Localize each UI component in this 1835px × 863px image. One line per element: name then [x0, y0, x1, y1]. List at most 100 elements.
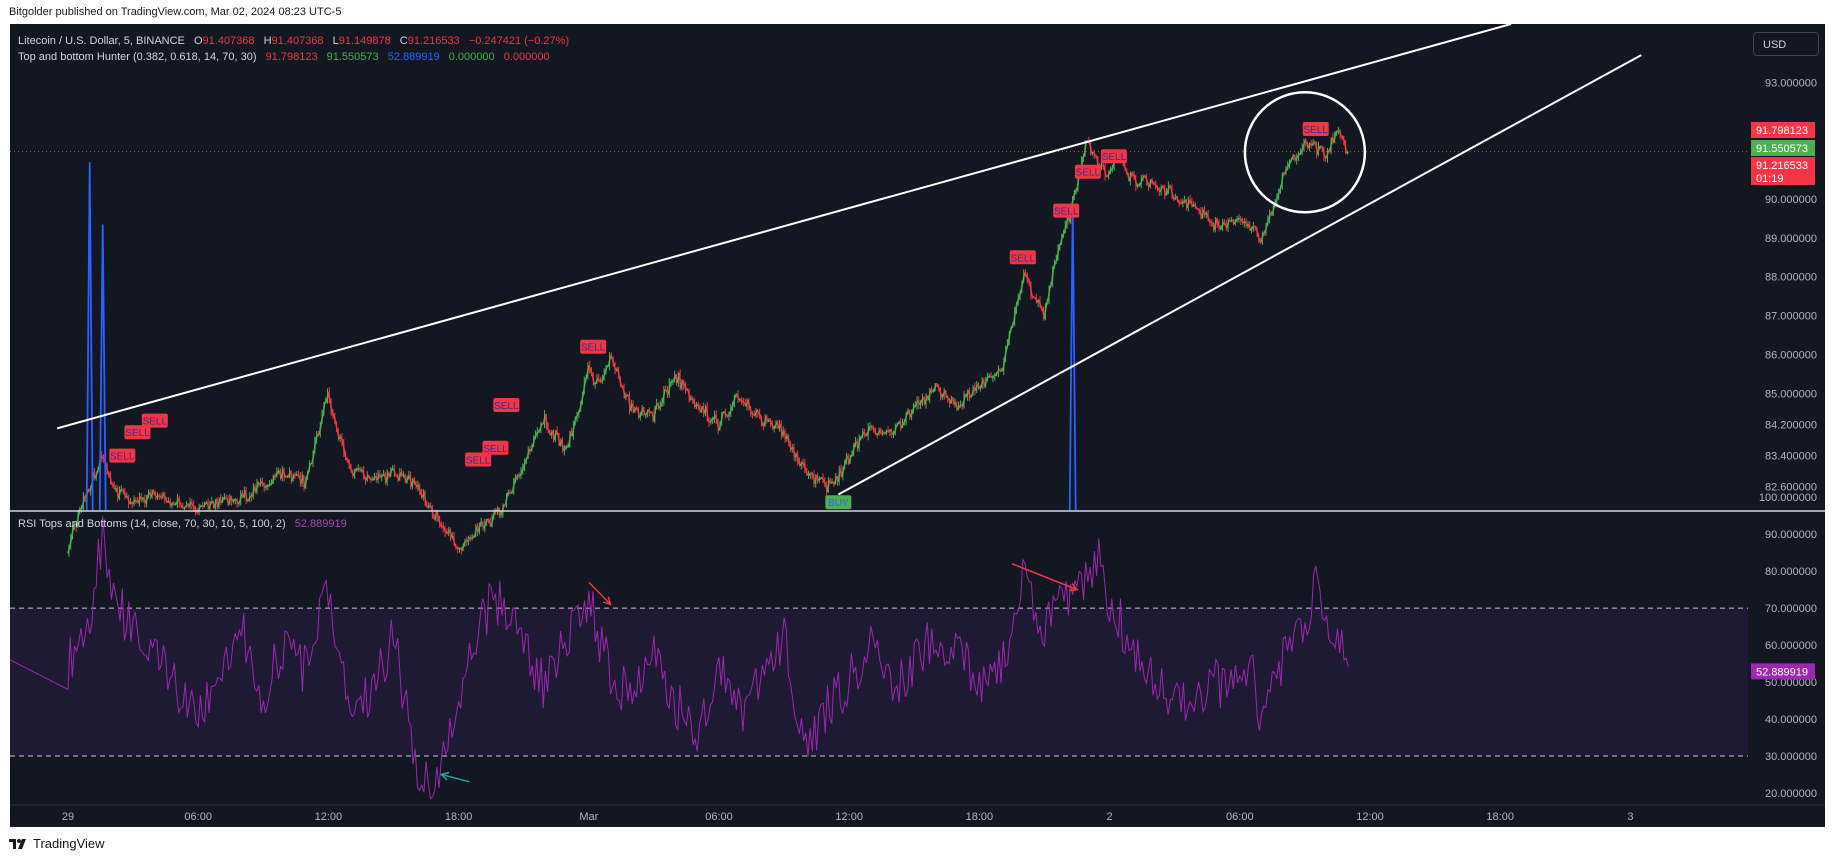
candle-body: [995, 371, 999, 376]
candle-body: [1338, 130, 1342, 137]
close-value: 91.216533: [407, 35, 460, 47]
candle-body: [1175, 196, 1180, 203]
candle-body: [367, 474, 371, 480]
close-label: C: [399, 35, 408, 47]
candle-body: [313, 439, 317, 454]
candle-body: [956, 405, 961, 410]
candle-body: [631, 403, 635, 413]
candle-body: [158, 494, 161, 498]
candle-body: [1101, 164, 1105, 168]
candle-body: [736, 394, 740, 400]
time-tick-label: 29: [62, 811, 74, 823]
candle-body: [437, 519, 442, 526]
sell-signal-12: SELL: [1302, 121, 1329, 136]
time-tick-label: 3: [1627, 811, 1633, 823]
candle-body: [1168, 185, 1172, 189]
candle-body: [924, 395, 928, 405]
price-marker-countdown: 01:19: [1756, 173, 1784, 185]
candle-body: [691, 397, 695, 402]
candle-body: [1054, 258, 1058, 264]
candle-body: [597, 377, 601, 382]
candle-body: [768, 419, 773, 424]
candle-body: [1325, 149, 1330, 159]
price-panel: SELLSELLSELLSELLSELLSELLSELLBUYSELLSELLS…: [10, 24, 1748, 557]
candle-body: [642, 406, 646, 416]
candle-body: [751, 412, 754, 416]
candle-body: [1009, 326, 1013, 332]
candle-body: [1152, 181, 1156, 185]
candle-body: [1255, 227, 1259, 235]
candle-body: [886, 429, 890, 433]
candle-body: [636, 408, 641, 418]
candle-body: [971, 386, 975, 396]
candle-body: [490, 518, 494, 527]
candle-body: [582, 380, 586, 394]
candle-body: [1058, 243, 1062, 247]
candle-body: [389, 469, 393, 477]
time-tick-label: 06:00: [184, 811, 212, 823]
candle-body: [826, 479, 831, 493]
currency-button[interactable]: USD: [1753, 32, 1819, 56]
candle-body: [937, 385, 941, 391]
rsi-band-fill: [10, 608, 1748, 756]
candle-body: [1031, 295, 1035, 298]
candle-body: [841, 468, 845, 477]
candle-body: [1239, 217, 1243, 221]
candle-body: [1210, 221, 1214, 224]
time-tick-label: 18:00: [966, 811, 994, 823]
candle-body: [989, 375, 993, 379]
signal-label: BUY: [828, 498, 849, 509]
candle-body: [1148, 179, 1152, 188]
candle-body: [533, 434, 538, 439]
signal-badge: [1074, 164, 1101, 179]
candle-body: [405, 477, 409, 483]
candle-body: [418, 484, 422, 494]
candle-body: [1050, 267, 1055, 284]
candle-body: [1333, 132, 1337, 143]
candle-body: [669, 381, 673, 384]
candle-body: [352, 469, 357, 477]
candle-body: [120, 488, 123, 491]
candle-body: [586, 365, 590, 377]
candle-body: [1329, 137, 1333, 152]
chart-canvas[interactable]: 94.00000093.00000090.00000089.00000088.0…: [10, 24, 1825, 827]
price-marker-bg-1: [1751, 140, 1815, 156]
candle-body: [1316, 146, 1321, 155]
rsi-tick-label: 70.000000: [1765, 603, 1817, 615]
candle-body: [1125, 170, 1129, 175]
time-tick-label: Mar: [579, 811, 598, 823]
candle-body: [112, 484, 116, 490]
sell-signal-4: SELL: [482, 440, 509, 455]
candle-body: [1266, 219, 1270, 225]
candle-body: [687, 390, 691, 401]
candle-body: [909, 411, 914, 418]
chart-area[interactable]: 94.00000093.00000090.00000089.00000088.0…: [10, 24, 1825, 827]
rsi-tick-label: 60.000000: [1765, 640, 1817, 652]
candle-body: [423, 491, 427, 506]
candle-body: [1007, 331, 1011, 344]
sell-signal-1: SELL: [124, 425, 151, 440]
signal-label: SELL: [466, 455, 491, 466]
candle-body: [904, 412, 908, 422]
candle-body: [914, 404, 917, 407]
high-value: 91.407368: [271, 35, 324, 47]
candle-body: [1253, 225, 1257, 229]
price-marker-bg-0: [1751, 122, 1815, 138]
candle-body: [1181, 201, 1185, 204]
candle-body: [850, 454, 854, 457]
sell-signal-8: SELL: [1009, 250, 1036, 265]
candle-body: [783, 430, 787, 440]
candle-body: [436, 510, 440, 520]
candle-body: [512, 479, 516, 493]
candle-body: [1027, 279, 1031, 285]
candle-body: [962, 394, 966, 407]
candle-body: [946, 396, 950, 400]
candle-body: [1150, 178, 1154, 183]
candle-body: [795, 453, 800, 463]
signal-badge: [465, 452, 492, 467]
candle-body: [333, 414, 337, 422]
candle-body: [810, 472, 814, 476]
candle-body: [470, 536, 474, 540]
candle-body: [202, 503, 207, 507]
